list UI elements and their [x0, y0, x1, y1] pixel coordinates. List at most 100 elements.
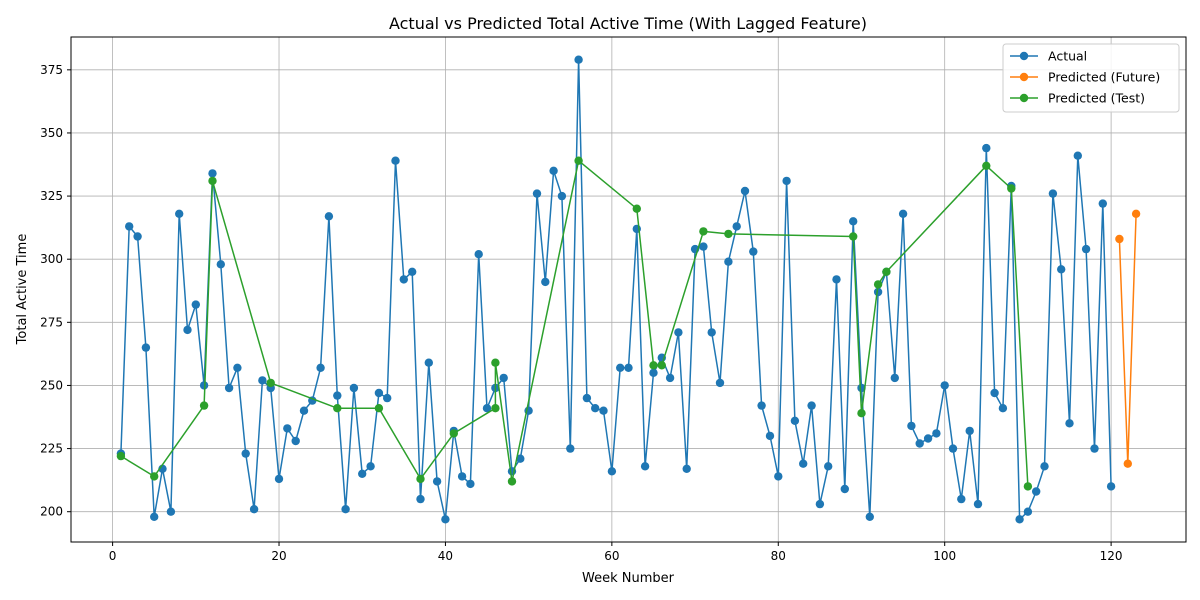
data-point [699, 227, 708, 236]
data-point [890, 373, 899, 383]
data-point [749, 247, 758, 256]
data-point [882, 267, 891, 276]
plot-frame [70, 36, 1187, 543]
data-point [266, 378, 275, 388]
data-point [274, 474, 284, 484]
data-point [849, 232, 858, 241]
x-tick-label: 100 [933, 549, 956, 563]
data-point [649, 368, 658, 377]
data-point [150, 512, 159, 521]
y-tick-label: 275 [40, 315, 63, 329]
data-point [399, 275, 408, 284]
data-point [208, 169, 217, 178]
data-point [732, 222, 741, 231]
data-point [133, 232, 142, 241]
data-point [532, 189, 542, 198]
data-point [374, 388, 384, 398]
data-point [499, 373, 508, 383]
data-point [1123, 459, 1133, 468]
data-point [724, 229, 733, 239]
y-tick-label: 300 [40, 252, 63, 266]
x-tick-label: 60 [604, 549, 619, 563]
data-point [507, 477, 517, 486]
data-point [1131, 209, 1141, 218]
legend-marker [1019, 51, 1029, 61]
data-point [1090, 444, 1099, 453]
data-point [424, 358, 433, 367]
legend-box [1002, 43, 1180, 113]
legend: Actual Predicted (Future) Predicted (Test) [1002, 43, 1180, 113]
data-point [1081, 244, 1091, 254]
data-point [125, 222, 134, 231]
data-point [491, 404, 500, 413]
data-point [391, 156, 400, 165]
data-point [374, 404, 384, 413]
data-point [957, 494, 966, 504]
data-point [682, 464, 691, 473]
y-axis-label: Total Active Time [15, 234, 30, 346]
data-point [1023, 507, 1033, 516]
data-point [740, 186, 750, 196]
data-point [1057, 265, 1066, 274]
data-point [249, 505, 259, 514]
data-point [815, 499, 825, 509]
data-point [616, 363, 625, 372]
data-point [341, 505, 350, 514]
data-point [224, 383, 234, 393]
data-point [557, 191, 567, 201]
data-point [1073, 151, 1083, 160]
data-point [624, 363, 633, 372]
data-point [707, 328, 716, 337]
data-point [965, 426, 974, 436]
data-point [774, 472, 783, 481]
data-point [574, 55, 583, 64]
data-point [258, 376, 267, 385]
series-layer [116, 55, 1141, 524]
data-point [457, 472, 467, 481]
data-point [973, 499, 983, 509]
data-point [873, 280, 883, 289]
data-point [1007, 184, 1016, 193]
data-point [574, 156, 583, 165]
data-point [599, 406, 608, 415]
data-point [782, 176, 791, 186]
x-tick-label: 40 [438, 549, 453, 563]
data-point [141, 343, 151, 352]
legend-label: Predicted (Future) [1048, 70, 1160, 85]
data-point [840, 484, 849, 494]
x-tick-label: 20 [271, 549, 286, 563]
data-point [849, 217, 858, 226]
data-point [216, 260, 225, 269]
data-point [1040, 462, 1049, 471]
data-point [191, 300, 200, 309]
data-point [940, 381, 949, 390]
data-point [175, 209, 184, 218]
data-point [873, 287, 883, 297]
data-point [990, 388, 999, 398]
y-tick-label: 200 [40, 505, 63, 519]
data-point [1065, 419, 1074, 428]
data-point [832, 275, 841, 284]
data-point [299, 406, 309, 415]
data-point [982, 143, 991, 153]
data-point [1048, 189, 1058, 198]
data-point [549, 166, 558, 175]
data-point [441, 515, 450, 524]
data-point [1023, 482, 1033, 491]
data-point [640, 462, 650, 471]
data-point [283, 424, 292, 433]
data-point [657, 361, 666, 370]
legend-marker [1019, 72, 1029, 82]
y-tick-label: 225 [40, 442, 63, 456]
data-point [291, 436, 300, 446]
data-point [324, 212, 334, 221]
data-point [150, 472, 159, 481]
data-point [915, 439, 924, 448]
data-point [474, 250, 483, 259]
data-point [199, 401, 209, 410]
legend-label: Predicted (Test) [1048, 91, 1145, 106]
legend-marker [1019, 93, 1029, 103]
data-point [333, 404, 342, 413]
data-point [349, 383, 359, 393]
data-point [982, 161, 991, 170]
